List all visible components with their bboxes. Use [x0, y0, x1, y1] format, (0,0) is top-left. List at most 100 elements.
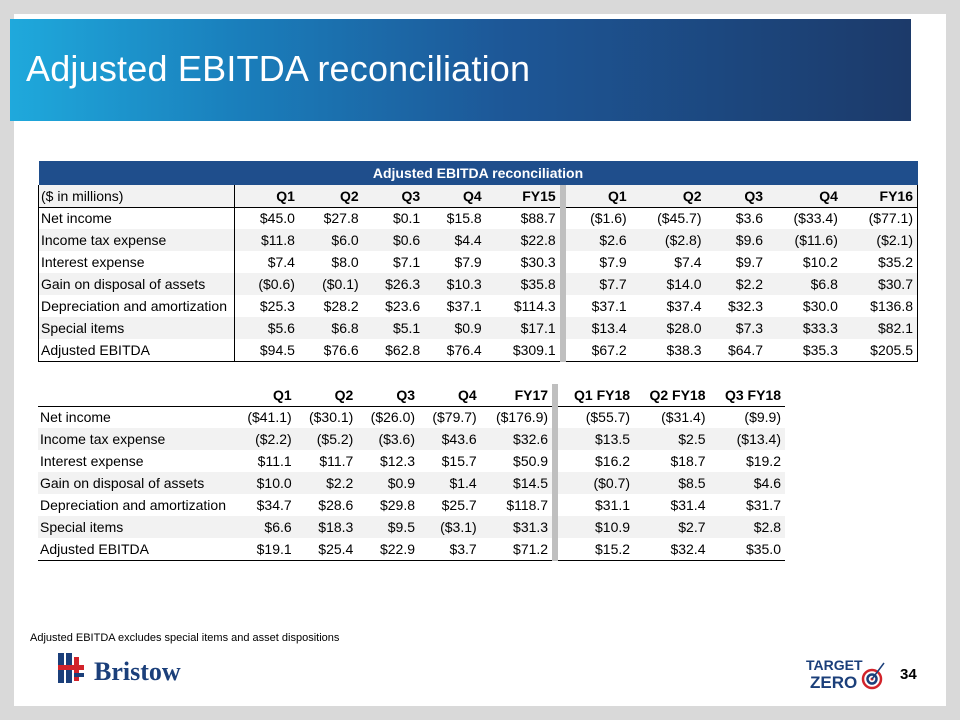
table-cell: $15.7 [441, 453, 477, 469]
table-row: Gain on disposal of assets ($0.6) ($0.1) $2… [38, 273, 918, 295]
table-cell: $3.7 [419, 538, 481, 561]
table-cell: $76.4 [424, 339, 486, 362]
table-banner-title: Adjusted EBITDA reconciliation [38, 161, 918, 185]
column-header: Q3 FY18 [709, 384, 785, 407]
table-cell: $94.5 [234, 339, 299, 362]
bristow-flag-icon [58, 653, 84, 683]
table-cell: ($0.6) [234, 273, 299, 295]
row-label: Interest expense [38, 251, 235, 273]
table-cell: $76.6 [298, 339, 363, 362]
table-cell: $32.4 [634, 538, 710, 561]
table-cell: ($26.0) [370, 409, 416, 426]
table-cell: $18.7 [670, 453, 706, 469]
title-bar [10, 19, 911, 121]
table-cell: $31.4 [670, 497, 706, 513]
table-cell: ($79.7) [432, 409, 477, 426]
table-cell: $6.0 [298, 229, 363, 251]
column-header: Q2 [295, 384, 358, 407]
row-label: Special items [38, 317, 235, 339]
table-cell: $7.3 [705, 317, 768, 339]
table-cell: ($30.1) [308, 409, 354, 426]
table-cell: $62.8 [362, 339, 425, 362]
column-header: FY15 [485, 185, 566, 208]
table-row: Net income $45.0 $27.8 $0.1 $15.8 $88.7 ($1.6)… [38, 207, 918, 229]
table-cell: ($9.9) [744, 409, 781, 426]
table-cell: $14.5 [480, 472, 559, 494]
column-header: Q3 [362, 185, 425, 208]
column-header: FY17 [480, 384, 559, 407]
table-cell: $9.5 [357, 516, 420, 538]
table-cell: $82.1 [841, 317, 918, 339]
table-cell: $30.7 [841, 273, 918, 295]
column-header: Q1 FY18 [555, 384, 635, 407]
table-cell: ($3.1) [419, 516, 481, 538]
table-cell: ($77.1) [841, 207, 918, 229]
table-cell: $11.7 [319, 453, 354, 469]
table-cell: $17.1 [485, 317, 566, 339]
table-cell: $19.1 [234, 538, 296, 561]
table-cell: $5.1 [362, 317, 425, 339]
table-cell: $15.2 [555, 538, 635, 561]
table-cell: $2.8 [709, 516, 785, 538]
table-cell: $8.0 [331, 254, 359, 270]
table-cell: $35.2 [841, 251, 918, 273]
table-cell: $37.1 [446, 298, 482, 314]
table-cell: $6.8 [767, 273, 842, 295]
table-cell: $7.9 [454, 254, 482, 270]
table-cell: $118.7 [480, 494, 559, 516]
table-cell: $2.5 [634, 428, 710, 450]
table-cell: $14.0 [630, 273, 706, 295]
row-label: Adjusted EBITDA [38, 339, 235, 362]
table-cell: $10.2 [802, 254, 838, 270]
table-cell: $22.9 [357, 538, 420, 561]
table-cell: $35.8 [485, 273, 566, 295]
table-cell: ($45.7) [657, 210, 702, 227]
table-cell: $13.5 [555, 428, 635, 450]
table-cell: $10.3 [424, 273, 486, 295]
table-cell: $45.0 [259, 210, 295, 227]
row-label: Interest expense [40, 453, 144, 469]
table-cell: $6.6 [234, 516, 296, 538]
table-cell: $7.9 [599, 254, 627, 270]
table-cell: $43.6 [419, 428, 481, 450]
ebitda-table-fy17-fy18: Q1 Q2 Q3 Q4 FY17 Q1 FY18 Q2 FY18 Q3 FY18… [38, 384, 785, 561]
table-cell: $2.2 [295, 472, 358, 494]
table-cell: $15.8 [446, 210, 482, 227]
table-cell: $28.0 [630, 317, 706, 339]
table-cell: $27.8 [323, 210, 359, 227]
table-cell: $32.3 [727, 298, 764, 314]
table-cell: ($2.1) [841, 229, 918, 251]
table-cell: $37.4 [666, 298, 702, 314]
column-header: Q2 [630, 185, 706, 208]
table-cell: $28.6 [318, 497, 354, 513]
table-cell: ($13.4) [709, 428, 785, 450]
table-cell: $114.3 [485, 295, 566, 317]
column-header: Q1 [562, 185, 631, 208]
column-header: Q2 FY18 [634, 384, 710, 407]
table-cell: $3.6 [735, 210, 764, 227]
unit-label: ($ in millions) [38, 185, 235, 208]
table-cell: $30.0 [802, 298, 838, 314]
row-label: Depreciation and amortization [38, 295, 235, 317]
bristow-logo: Bristow [58, 653, 181, 686]
table-cell: $205.5 [841, 339, 918, 362]
table-cell: ($31.4) [661, 409, 706, 426]
table-cell: $5.6 [234, 317, 299, 339]
table-cell: $26.3 [362, 273, 425, 295]
table-cell: $67.2 [562, 339, 631, 362]
table-body: Net income ($41.1) ($30.1) ($26.0) ($79.7) ($… [38, 406, 785, 561]
row-label: Depreciation and amortization [40, 497, 226, 513]
table-row: Special items $5.6 $6.8 $5.1 $0.9 $17.1 $13.4 $… [38, 317, 918, 339]
table-cell: ($176.9) [480, 406, 559, 428]
table-cell: $13.4 [562, 317, 631, 339]
table-cell: $0.9 [424, 317, 486, 339]
table-cell: $88.7 [485, 207, 566, 229]
table-row: Net income ($41.1) ($30.1) ($26.0) ($79.7) ($… [38, 406, 785, 428]
column-header: FY16 [841, 185, 918, 208]
table-cell: $18.3 [295, 516, 358, 538]
table-header-row: ($ in millions) Q1 Q2 Q3 Q4 FY15 Q1 Q2 Q… [38, 185, 918, 208]
row-label: Net income [38, 207, 235, 229]
column-header: Q3 [705, 185, 768, 208]
table-cell: $4.6 [709, 472, 785, 494]
table-cell: $16.2 [595, 453, 631, 469]
